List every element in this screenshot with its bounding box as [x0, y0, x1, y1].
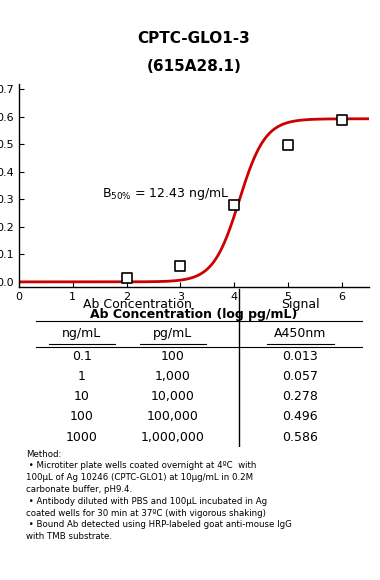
Text: 0.496: 0.496 [283, 411, 318, 423]
Text: 100: 100 [70, 411, 94, 423]
Text: 0.057: 0.057 [282, 370, 318, 383]
Point [285, 140, 291, 150]
Point [124, 274, 130, 283]
Text: 0.013: 0.013 [283, 350, 318, 363]
Text: Ab Concentration: Ab Concentration [84, 299, 192, 311]
Text: pg/mL: pg/mL [153, 327, 192, 340]
Text: Signal: Signal [281, 299, 320, 311]
Point [177, 262, 184, 271]
Text: 0.1: 0.1 [72, 350, 92, 363]
Text: 1000: 1000 [66, 430, 98, 444]
Text: B$_{50\%}$ = 12.43 ng/mL: B$_{50\%}$ = 12.43 ng/mL [102, 186, 230, 202]
Text: Method:
 • Microtiter plate wells coated overnight at 4ºC  with
100µL of Ag 1024: Method: • Microtiter plate wells coated … [26, 450, 292, 541]
Text: 10: 10 [74, 390, 90, 403]
Text: 100,000: 100,000 [147, 411, 199, 423]
X-axis label: Ab Concentration (log pg/mL): Ab Concentration (log pg/mL) [90, 308, 298, 321]
Text: CPTC-GLO1-3: CPTC-GLO1-3 [138, 31, 250, 46]
Point [339, 116, 345, 125]
Text: 1,000,000: 1,000,000 [141, 430, 205, 444]
Point [231, 201, 237, 210]
Text: 1: 1 [78, 370, 86, 383]
Text: 10,000: 10,000 [151, 390, 195, 403]
Text: 0.586: 0.586 [282, 430, 318, 444]
Text: 0.278: 0.278 [282, 390, 318, 403]
Text: 1,000: 1,000 [155, 370, 191, 383]
Text: (615A28.1): (615A28.1) [146, 59, 241, 74]
Text: 100: 100 [161, 350, 185, 363]
Text: A450nm: A450nm [274, 327, 327, 340]
Text: ng/mL: ng/mL [62, 327, 101, 340]
